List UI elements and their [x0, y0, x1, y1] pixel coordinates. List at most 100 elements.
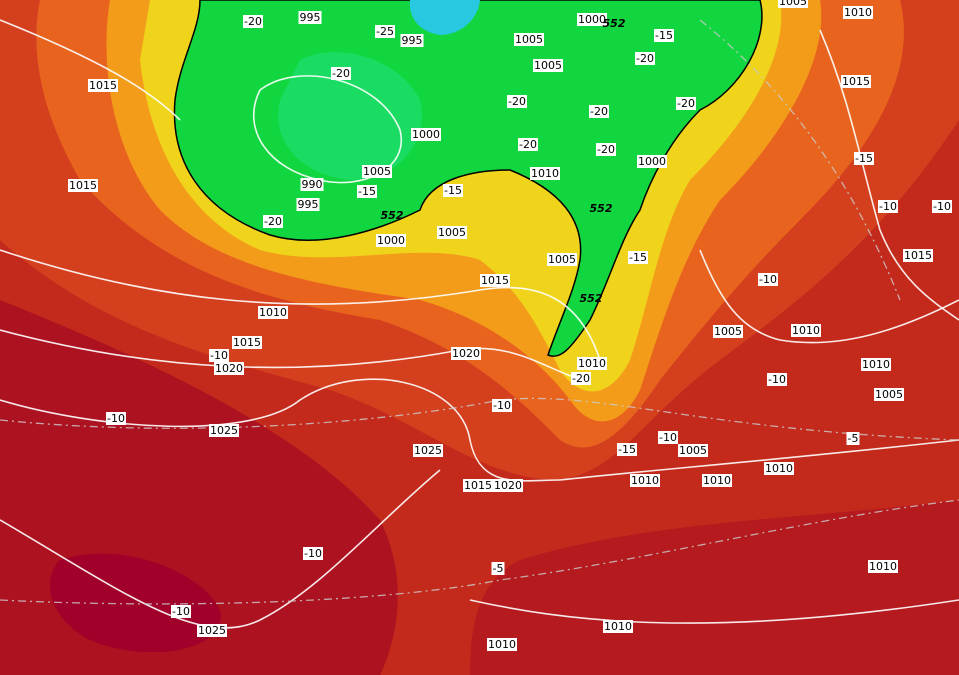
label-box [571, 372, 591, 385]
pressure-label: 1005 [779, 0, 807, 8]
temperature-label: -10 [493, 399, 511, 412]
temperature-label: -10 [759, 273, 777, 286]
pressure-label: 1005 [875, 388, 903, 401]
pressure-label: 1010 [259, 306, 287, 319]
pressure-label: 1010 [703, 474, 731, 487]
region-cyan [409, 0, 480, 35]
label-box [577, 357, 607, 370]
label-box [376, 234, 406, 247]
label-box [411, 128, 441, 141]
temperature-label: -20 [508, 95, 526, 108]
isobar [0, 378, 561, 482]
pressure-label: 1015 [904, 249, 932, 262]
label-box [463, 479, 493, 492]
label-box [678, 444, 708, 457]
label-box [791, 324, 821, 337]
temperature-label: -20 [636, 52, 654, 65]
pressure-label: 1010 [631, 474, 659, 487]
isobar [0, 249, 601, 361]
pressure-label: 995 [300, 11, 321, 24]
temperature-label: -10 [304, 547, 322, 560]
isobar [819, 29, 959, 321]
pressure-label: 1010 [488, 638, 516, 651]
label-box [263, 215, 283, 228]
label-box [577, 13, 607, 26]
pressure-label: 1025 [414, 444, 442, 457]
temperature-label: -20 [519, 138, 537, 151]
pressure-label: 995 [402, 34, 423, 47]
isobar [0, 329, 591, 381]
label-box [878, 200, 898, 213]
label-box [603, 620, 633, 633]
label-box [630, 474, 660, 487]
isotherm [699, 19, 901, 301]
thickness-label: 552 [381, 209, 404, 222]
temperature-label: -20 [677, 97, 695, 110]
label-box [903, 249, 933, 262]
label-box [487, 638, 517, 651]
label-box [493, 479, 523, 492]
isobar [559, 439, 959, 481]
pressure-label: 995 [298, 198, 319, 211]
labels: 995 995 1005 1005 1000 1005 1010 1015 1015 1000 10… [68, 0, 952, 651]
label-box [296, 198, 320, 211]
label-box [243, 15, 263, 28]
temperature-label: -10 [659, 431, 677, 444]
isotherm [0, 397, 959, 441]
label-box [854, 152, 874, 165]
temperature-label: -20 [332, 67, 350, 80]
pressure-label: 1010 [844, 6, 872, 19]
label-box [841, 75, 871, 88]
temperature-label: -15 [444, 184, 462, 197]
pressure-label: 1000 [377, 234, 405, 247]
temperature-label: -10 [172, 605, 190, 618]
pressure-label: 1020 [215, 362, 243, 375]
label-box [874, 388, 904, 401]
isobar [699, 249, 959, 344]
temperature-label: -15 [358, 185, 376, 198]
label-box [197, 624, 227, 637]
label-box [596, 143, 616, 156]
label-box [764, 462, 794, 475]
temperature-label: -15 [855, 152, 873, 165]
temperature-label: -10 [768, 373, 786, 386]
pressure-label: 1005 [363, 165, 391, 178]
label-box [658, 431, 678, 444]
pressure-label: 1000 [638, 155, 666, 168]
temperature-label: -20 [572, 372, 590, 385]
label-box [617, 443, 637, 456]
temperature-label: -15 [618, 443, 636, 456]
label-box [232, 336, 262, 349]
label-box [171, 605, 191, 618]
label-box [303, 547, 323, 560]
label-box [507, 95, 527, 108]
label-box [491, 562, 505, 575]
label-box [868, 560, 898, 573]
isotherm [0, 499, 959, 605]
label-box [778, 0, 808, 8]
label-box [637, 155, 667, 168]
thickness-label: 552 [590, 202, 613, 215]
label-box [514, 33, 544, 46]
label-box [758, 273, 778, 286]
label-box [702, 474, 732, 487]
region-crimson [50, 553, 221, 653]
label-box [258, 306, 288, 319]
pressure-label: 1015 [481, 274, 509, 287]
label-box [713, 325, 743, 338]
label-box [635, 52, 655, 65]
temperature-label: -20 [244, 15, 262, 28]
pressure-label: 1010 [531, 167, 559, 180]
isobar [0, 469, 441, 629]
label-box [214, 362, 244, 375]
label-box [480, 274, 510, 287]
pressure-label: 1015 [842, 75, 870, 88]
temperature-label: -15 [655, 29, 673, 42]
label-box [654, 29, 674, 42]
pressure-label: 1010 [869, 560, 897, 573]
pressure-label: 1015 [464, 479, 492, 492]
pressure-label: 1000 [412, 128, 440, 141]
label-box [451, 347, 481, 360]
label-box [846, 432, 860, 445]
